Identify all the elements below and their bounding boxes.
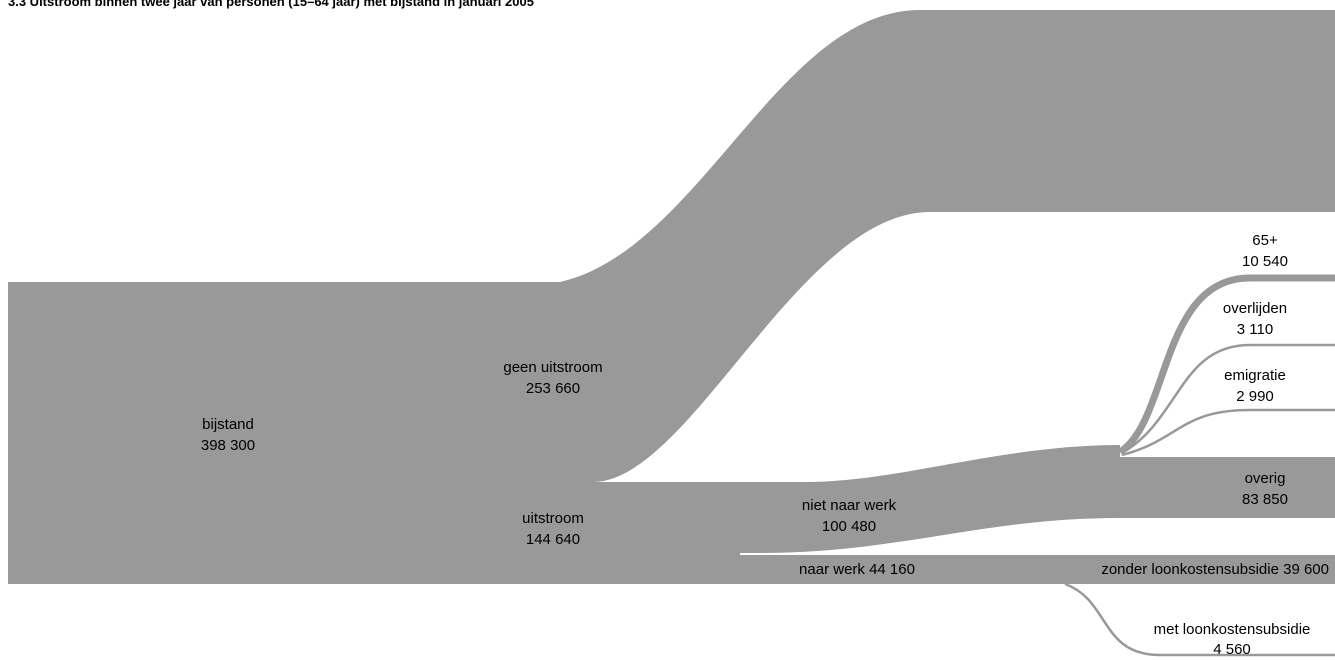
node-labels: bijstand 398 300 geen uitstroom 253 660 … bbox=[201, 232, 1329, 658]
label-zonder-loonkostensubsidie: zonder loonkostensubsidie 39 600 bbox=[1101, 561, 1329, 578]
flow-overlijden bbox=[1121, 343, 1335, 455]
flow-uitstroom bbox=[380, 482, 740, 584]
flow-niet-naar-werk bbox=[740, 445, 1335, 553]
value-bijstand: 398 300 bbox=[201, 437, 255, 454]
value-overig: 83 850 bbox=[1242, 491, 1288, 508]
flow-65plus bbox=[1117, 274, 1335, 455]
flow-bands bbox=[8, 10, 1335, 657]
value-geen-uitstroom: 253 660 bbox=[526, 380, 580, 397]
label-met-loonkostensubsidie: met loonkostensubsidie bbox=[1154, 621, 1311, 638]
value-niet-naar-werk: 100 480 bbox=[822, 518, 876, 535]
value-met-loonkostensubsidie: 4 560 bbox=[1213, 641, 1251, 658]
figure-title: 3.3 Uitstroom binnen twee jaar van perso… bbox=[8, 0, 534, 9]
value-uitstroom: 144 640 bbox=[526, 531, 580, 548]
label-bijstand: bijstand bbox=[202, 416, 254, 433]
value-overlijden: 3 110 bbox=[1237, 321, 1273, 338]
label-niet-naar-werk: niet naar werk bbox=[802, 497, 897, 514]
flow-geen-uitstroom bbox=[380, 10, 1335, 482]
flow-met-loonkostensubsidie bbox=[1064, 582, 1335, 657]
label-overlijden: overlijden bbox=[1223, 300, 1287, 317]
label-geen-uitstroom: geen uitstroom bbox=[503, 359, 602, 376]
label-emigratie: emigratie bbox=[1224, 367, 1286, 384]
value-emigratie: 2 990 bbox=[1236, 388, 1274, 405]
flow-naar-werk bbox=[740, 555, 1335, 584]
label-65plus: 65+ bbox=[1252, 232, 1278, 249]
flow-emigratie bbox=[1121, 408, 1335, 457]
label-overig: overig bbox=[1245, 470, 1286, 487]
label-uitstroom: uitstroom bbox=[522, 510, 584, 527]
flow-bijstand bbox=[8, 282, 380, 584]
value-65plus: 10 540 bbox=[1242, 253, 1288, 270]
label-naar-werk: naar werk 44 160 bbox=[799, 561, 915, 578]
